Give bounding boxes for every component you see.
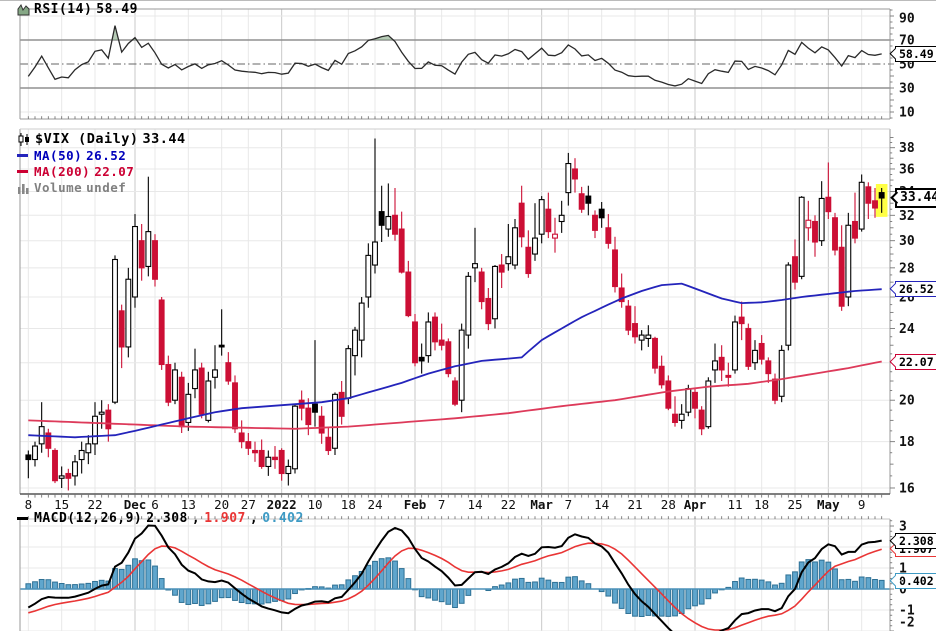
macd-legend-label: MACD(12,26,9) bbox=[34, 511, 142, 526]
ma200-value: 22.07 bbox=[94, 164, 134, 179]
symbol-last-value: 33.44 bbox=[143, 131, 186, 147]
symbol-legend: $VIX (Daily) 33.44 bbox=[17, 131, 186, 147]
svg-text:27: 27 bbox=[241, 497, 256, 512]
svg-text:36: 36 bbox=[899, 162, 915, 177]
volume-bars-icon bbox=[17, 182, 30, 194]
svg-text:24: 24 bbox=[899, 322, 915, 337]
symbol-label: $VIX (Daily) bbox=[35, 131, 139, 147]
svg-text:10: 10 bbox=[307, 497, 322, 512]
svg-text:20: 20 bbox=[214, 497, 229, 512]
candlestick-icon bbox=[17, 133, 31, 146]
macd-signal-value: 1.907 bbox=[204, 511, 246, 526]
svg-text:10: 10 bbox=[899, 106, 915, 121]
price-callout-text: 33.44 bbox=[900, 190, 936, 205]
volume-label: Volume bbox=[34, 180, 82, 195]
svg-text:16: 16 bbox=[899, 481, 915, 496]
gridlines bbox=[20, 9, 890, 631]
ma200-callout-text: 22.07 bbox=[899, 355, 934, 369]
panel-borders bbox=[20, 9, 890, 631]
rsi-line bbox=[28, 26, 881, 86]
svg-text:20: 20 bbox=[899, 394, 915, 409]
macd-legend: MACD(12,26,9) 2.308 , 1.907 , 0.402 bbox=[17, 511, 304, 526]
svg-text:6: 6 bbox=[151, 497, 159, 512]
svg-text:30: 30 bbox=[899, 234, 915, 249]
macd-value-callout: 2.308 bbox=[895, 533, 936, 549]
rsi-legend: RSI(14) 58.49 bbox=[17, 2, 138, 17]
ma200-value-callout: 22.07 bbox=[895, 354, 936, 370]
rsi-area-icon bbox=[17, 3, 30, 16]
ma50-label: MA(50) bbox=[34, 148, 82, 163]
ma200-label: MA(200) bbox=[34, 164, 90, 179]
svg-text:24: 24 bbox=[367, 497, 382, 512]
svg-text:2022: 2022 bbox=[267, 497, 297, 512]
svg-text:30: 30 bbox=[899, 82, 915, 97]
svg-text:13: 13 bbox=[181, 497, 196, 512]
macd-hist-value: 0.402 bbox=[262, 511, 304, 526]
axis-ticks bbox=[28, 10, 895, 631]
svg-text:18: 18 bbox=[754, 497, 769, 512]
ma200-legend: MA(200) 22.07 bbox=[17, 164, 134, 179]
ma50-value: 26.52 bbox=[86, 148, 126, 163]
svg-text:22: 22 bbox=[87, 497, 102, 512]
volume-value: undef bbox=[86, 180, 126, 195]
svg-text:14: 14 bbox=[594, 497, 609, 512]
svg-text:28: 28 bbox=[661, 497, 676, 512]
volume-legend: Volume undef bbox=[17, 180, 126, 195]
svg-text:25: 25 bbox=[787, 497, 802, 512]
svg-text:90: 90 bbox=[899, 12, 915, 27]
svg-text:38: 38 bbox=[899, 141, 915, 156]
ma50-callout-text: 26.52 bbox=[899, 282, 934, 296]
last-price-callout: 33.44 bbox=[895, 188, 936, 208]
rsi-legend-label: RSI(14) bbox=[34, 2, 92, 17]
macd-value: 2.308 bbox=[146, 511, 188, 526]
macd-line-icon bbox=[17, 517, 28, 520]
svg-text:Apr: Apr bbox=[684, 497, 707, 512]
svg-text:Dec: Dec bbox=[124, 497, 147, 512]
ma50-line-icon bbox=[17, 154, 28, 157]
hist-callout-text: 0.402 bbox=[899, 574, 934, 588]
svg-text:28: 28 bbox=[899, 261, 915, 276]
ma200-line-icon bbox=[17, 170, 28, 173]
svg-text:32: 32 bbox=[899, 209, 915, 224]
rsi-legend-value: 58.49 bbox=[96, 2, 138, 17]
rsi-callout-text: 58.49 bbox=[899, 47, 934, 61]
svg-text:15: 15 bbox=[54, 497, 69, 512]
svg-text:-2: -2 bbox=[899, 616, 915, 631]
x-axis-labels: 8 15 22 Dec 6 13 20 27 2022 10 18 24 Feb 7 14 22 Mar 7 14 2… bbox=[25, 497, 866, 512]
svg-text:22: 22 bbox=[501, 497, 516, 512]
svg-text:Feb: Feb bbox=[404, 497, 427, 512]
rsi-value-callout: 58.49 bbox=[895, 46, 936, 62]
svg-text:8: 8 bbox=[25, 497, 33, 512]
macd-sep: , bbox=[250, 511, 258, 526]
rsi-panel bbox=[20, 26, 890, 88]
svg-text:18: 18 bbox=[341, 497, 356, 512]
ma50-legend: MA(50) 26.52 bbox=[17, 148, 126, 163]
macd-chart bbox=[20, 526, 890, 631]
ma50-value-callout: 26.52 bbox=[895, 281, 936, 297]
svg-text:Mar: Mar bbox=[530, 497, 553, 512]
svg-text:11: 11 bbox=[727, 497, 742, 512]
macd-sep: , bbox=[192, 511, 200, 526]
hist-value-callout: 0.402 bbox=[895, 573, 936, 589]
svg-text:21: 21 bbox=[627, 497, 642, 512]
svg-text:18: 18 bbox=[899, 435, 915, 450]
svg-text:7: 7 bbox=[438, 497, 446, 512]
svg-text:May: May bbox=[817, 497, 840, 512]
svg-text:14: 14 bbox=[467, 497, 482, 512]
svg-text:7: 7 bbox=[565, 497, 573, 512]
svg-text:9: 9 bbox=[858, 497, 866, 512]
macd-callout-text: 2.308 bbox=[899, 534, 934, 548]
